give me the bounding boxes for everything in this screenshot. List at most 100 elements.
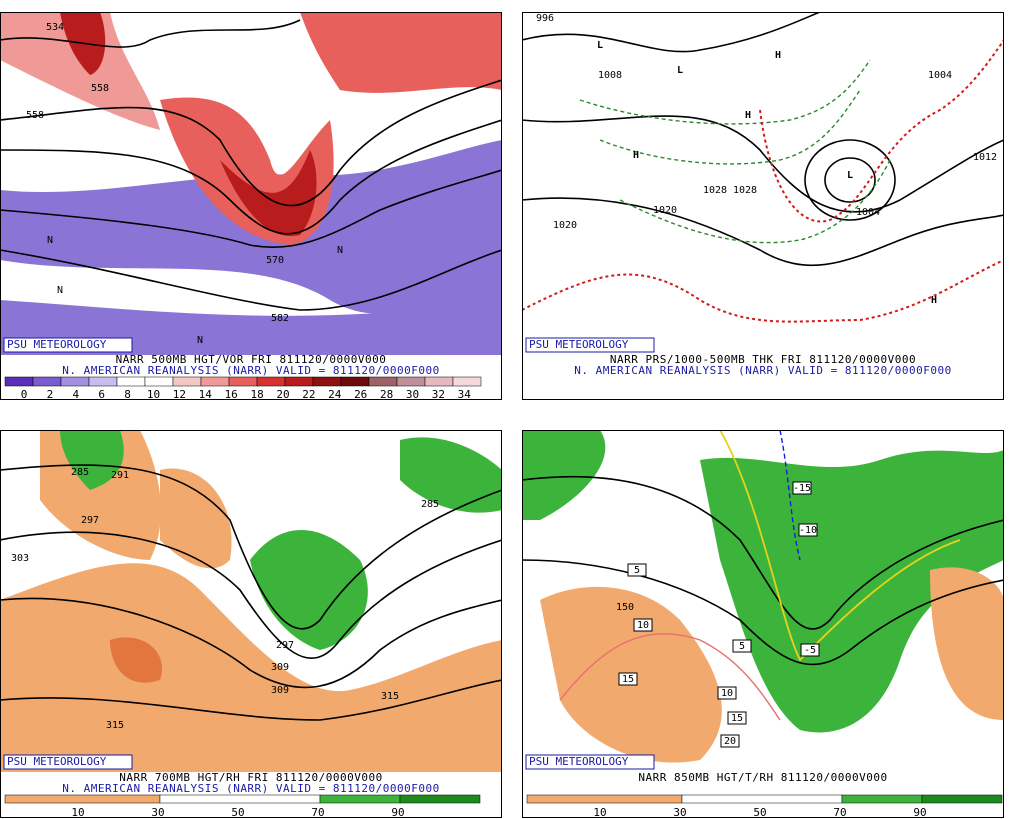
colorbar-label: 50: [231, 806, 244, 819]
colorbar-label: 8: [124, 388, 131, 401]
caption: N. AMERICAN REANALYSIS (NARR) VALID = 81…: [62, 364, 440, 377]
caption: NARR 700MB HGT/RH FRI 811120/0000V000: [119, 771, 383, 784]
colorbar-swatch: [452, 376, 482, 387]
contour-label: 1004: [928, 70, 952, 81]
contour-label: -15: [793, 483, 811, 494]
contour-label: 150: [616, 602, 634, 613]
vorticity-shading: [0, 12, 502, 355]
colorbar-swatch: [396, 376, 426, 387]
contour-label: 558: [26, 110, 44, 121]
contour-label: 15: [731, 713, 743, 724]
caption: NARR 500MB HGT/VOR FRI 811120/0000V000: [116, 353, 387, 366]
contour-label: 297: [276, 640, 294, 651]
colorbar-label: 10: [71, 806, 84, 819]
colorbar-label: 26: [354, 388, 367, 401]
colorbar-label: 70: [833, 806, 846, 819]
contour-label: 315: [106, 720, 124, 731]
humidity-shading: [0, 430, 502, 772]
label-box: [798, 523, 818, 537]
contour-label: L: [597, 40, 603, 51]
colorbar-label: 10: [147, 388, 160, 401]
contour-label: 1028: [703, 185, 727, 196]
logo: PSU METEOROLOGY: [529, 755, 629, 768]
panel-frames: [0, 12, 1004, 818]
colorbar-swatch: [172, 376, 202, 387]
label-box: [717, 686, 737, 700]
colorbar-swatch: [681, 794, 843, 804]
contour-label: 1020: [553, 220, 577, 231]
logo: PSU METEOROLOGY: [529, 338, 629, 351]
colorbar-label: 28: [380, 388, 393, 401]
contour-label: H: [633, 150, 639, 161]
label-box: [727, 711, 747, 725]
colorbar-label: 12: [173, 388, 186, 401]
contour-label: 20: [724, 736, 736, 747]
contour-label: 1012: [973, 152, 997, 163]
colorbar-label: 16: [225, 388, 238, 401]
contour-label: L: [677, 65, 683, 76]
caption: NARR PRS/1000-500MB THK FRI 811120/0000V…: [610, 353, 916, 366]
contour-label: 315: [381, 691, 399, 702]
colorbar-swatch: [284, 376, 314, 387]
label-box: [792, 481, 812, 495]
colorbar-swatch: [399, 794, 481, 804]
colorbar-label: 18: [250, 388, 263, 401]
contour-label: 309: [271, 662, 289, 673]
colorbar-label: 30: [406, 388, 419, 401]
colorbar-label: 0: [21, 388, 28, 401]
contour-label: 5: [739, 641, 745, 652]
colorbar-swatch: [841, 794, 923, 804]
colorbar-swatch: [60, 376, 90, 387]
colorbar-swatch: [32, 376, 62, 387]
colorbar-swatch: [228, 376, 258, 387]
colorbar-swatch: [526, 794, 683, 804]
contour-label: H: [775, 50, 781, 61]
colorbar-label: 30: [151, 806, 164, 819]
colorbar-swatch: [116, 376, 146, 387]
colorbar-label: 4: [72, 388, 79, 401]
colorbar-label: 30: [673, 806, 686, 819]
contour-label: 285: [71, 467, 89, 478]
caption: NARR 850MB HGT/T/RH 811120/0000V000: [638, 771, 887, 784]
label-box: [800, 643, 820, 657]
rh-temp-shading: [522, 430, 1004, 763]
contour-label: N: [337, 245, 343, 256]
contour-label: 291: [111, 470, 129, 481]
contour-label: 582: [271, 313, 289, 324]
contour-label: 309: [271, 685, 289, 696]
contour-label: N: [57, 285, 63, 296]
contour-label: 297: [81, 515, 99, 526]
contour-label: -10: [799, 525, 817, 536]
contour-label: 1004: [856, 207, 880, 218]
colorbar-swatch: [340, 376, 370, 387]
colorbar-label: 22: [302, 388, 315, 401]
height-contours: [0, 464, 502, 721]
logo: PSU METEOROLOGY: [7, 755, 107, 768]
colorbar-swatch: [319, 794, 401, 804]
colorbar-label: 70: [311, 806, 324, 819]
colorbar-label: 34: [458, 388, 472, 401]
contour-label: N: [197, 335, 203, 346]
contour-label: H: [745, 110, 751, 121]
contour-label: 558: [91, 83, 109, 94]
contour-label: 5: [634, 565, 640, 576]
logo: PSU METEOROLOGY: [7, 338, 107, 351]
colorbar-swatch: [424, 376, 454, 387]
colorbar-swatch: [144, 376, 174, 387]
pressure-contours: [522, 12, 1004, 323]
colorbar-label: 32: [432, 388, 445, 401]
contour-label: 15: [622, 674, 634, 685]
logo-box: [3, 337, 133, 353]
label-box: [618, 672, 638, 686]
contour-label: 303: [11, 553, 29, 564]
colorbar-swatch: [256, 376, 286, 387]
contour-label: L: [847, 170, 853, 181]
label-box: [633, 618, 653, 632]
colorbar-label: 50: [753, 806, 766, 819]
colorbar-swatch: [4, 794, 161, 804]
contour-label: -5: [804, 645, 816, 656]
caption: N. AMERICAN REANALYSIS (NARR) VALID = 81…: [62, 782, 440, 795]
label-box: [627, 563, 647, 577]
colorbar-label: 24: [328, 388, 342, 401]
